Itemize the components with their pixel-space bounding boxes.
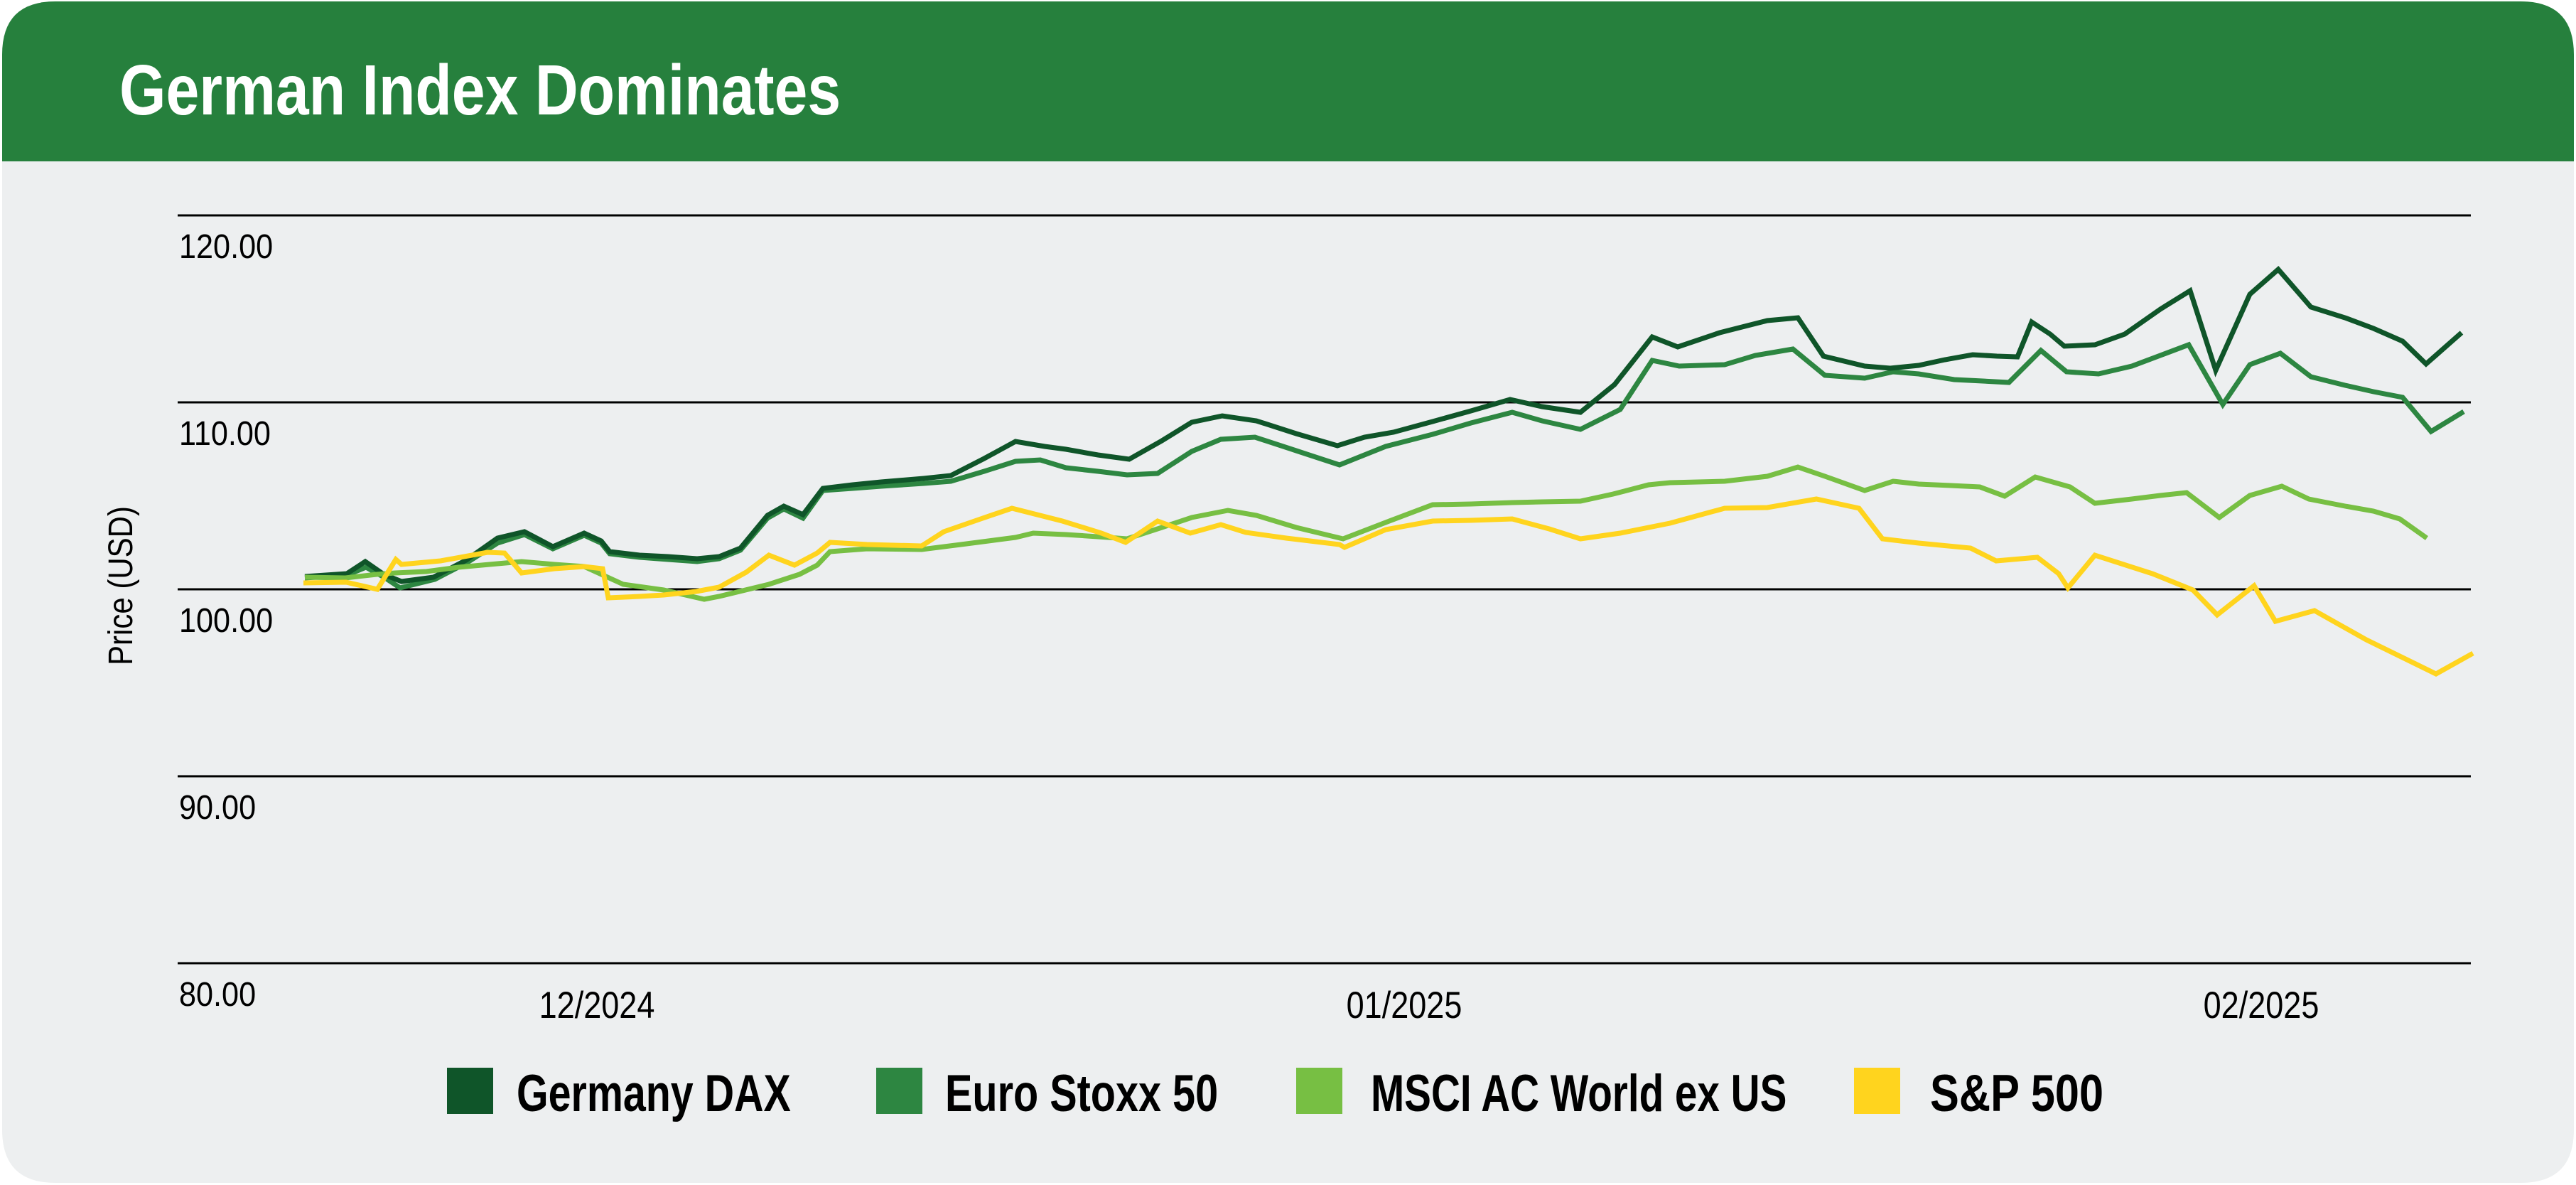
svg-text:120.00: 120.00 bbox=[179, 227, 273, 266]
svg-text:100.00: 100.00 bbox=[179, 601, 273, 640]
svg-text:02/2025: 02/2025 bbox=[2204, 985, 2319, 1026]
svg-text:80.00: 80.00 bbox=[179, 975, 256, 1014]
svg-text:Euro Stoxx 50: Euro Stoxx 50 bbox=[945, 1063, 1218, 1122]
svg-text:12/2024: 12/2024 bbox=[539, 985, 655, 1026]
svg-text:90.00: 90.00 bbox=[179, 788, 256, 827]
svg-text:S&P 500: S&P 500 bbox=[1930, 1065, 2103, 1122]
svg-text:01/2025: 01/2025 bbox=[1347, 985, 1462, 1026]
svg-text:110.00: 110.00 bbox=[179, 414, 271, 453]
svg-text:Germany DAX: Germany DAX bbox=[517, 1064, 791, 1122]
svg-text:MSCI AC World ex US: MSCI AC World ex US bbox=[1371, 1064, 1787, 1122]
svg-text:German Index Dominates: German Index Dominates bbox=[119, 50, 841, 130]
svg-text:Price (USD): Price (USD) bbox=[101, 506, 139, 665]
